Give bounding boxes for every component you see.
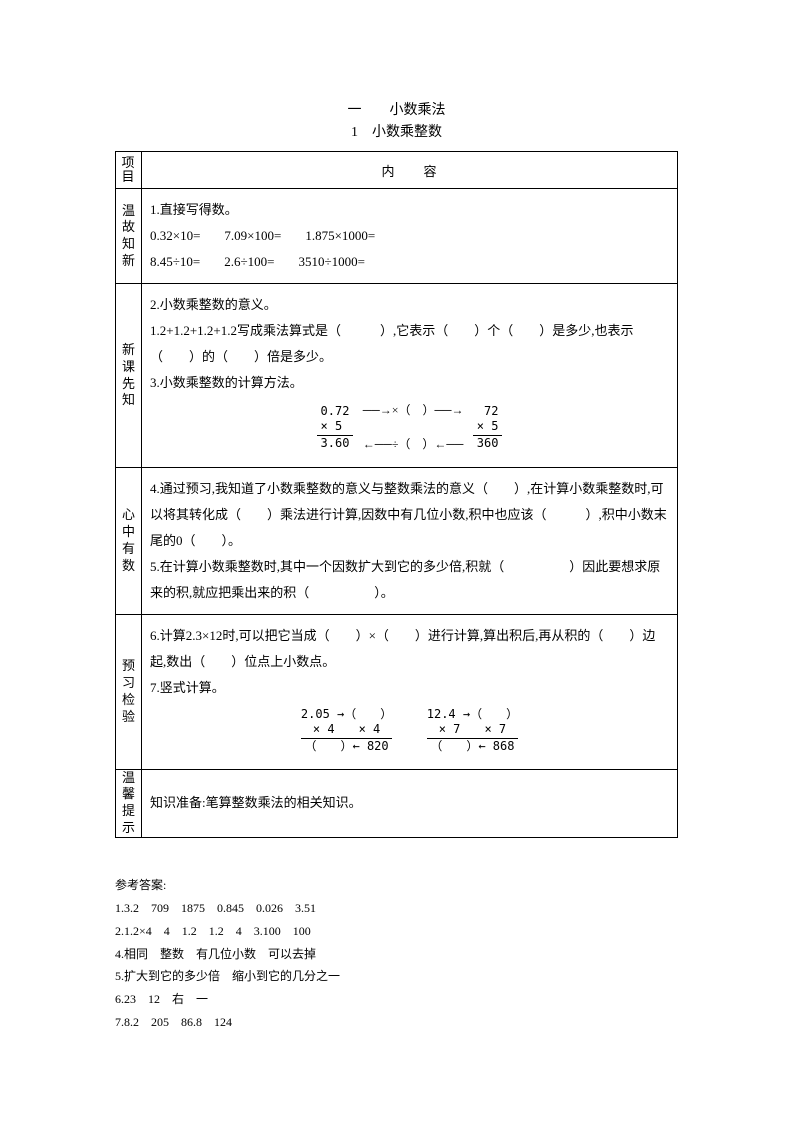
table-header-row: 项 目 内 容 (116, 151, 678, 189)
q3-title: 3.小数乘整数的计算方法。 (150, 370, 669, 396)
q3-diagram: 0.72 × 5 3.60 ──→×（ ）──→ ←──÷（ ）←── 72 ×… (150, 402, 669, 452)
content-tip: 知识准备:笔算整数乘法的相关知识。 (142, 769, 678, 838)
q2-title: 2.小数乘整数的意义。 (150, 292, 669, 318)
diag-right: 72 × 5 360 (473, 404, 503, 452)
q2-text: 1.2+1.2+1.2+1.2写成乘法算式是（ ）,它表示（ ）个（ ）是多少,… (150, 318, 669, 370)
answer-line: 5.扩大到它的多少倍 缩小到它的几分之一 (115, 965, 678, 988)
content-review: 1.直接写得数。 0.32×10= 7.09×100= 1.875×1000= … (142, 189, 678, 284)
q7-title: 7.竖式计算。 (150, 675, 669, 701)
label-mind: 心中有数 (116, 467, 142, 614)
answer-line: 6.23 12 右 一 (115, 988, 678, 1011)
q4-text: 4.通过预习,我知道了小数乘整数的意义与整数乘法的意义（ ）,在计算小数乘整数时… (150, 476, 669, 554)
diag-q7a: 2.05 →（ ） × 4 × 4 （ ）← 820 (301, 707, 392, 755)
eq: 0.32×10= (150, 223, 200, 249)
content-mind: 4.通过预习,我知道了小数乘整数的意义与整数乘法的意义（ ）,在计算小数乘整数时… (142, 467, 678, 614)
eq: 3510÷1000= (298, 249, 364, 275)
row-review: 温故知新 1.直接写得数。 0.32×10= 7.09×100= 1.875×1… (116, 189, 678, 284)
row-check: 预习检验 6.计算2.3×12时,可以把它当成（ ）×（ ）进行计算,算出积后,… (116, 614, 678, 769)
answer-line: 1.3.2 709 1875 0.845 0.026 3.51 (115, 897, 678, 920)
content-preview: 2.小数乘整数的意义。 1.2+1.2+1.2+1.2写成乘法算式是（ ）,它表… (142, 284, 678, 467)
label-tip: 温馨提示 (116, 769, 142, 838)
header-col-project: 项 目 (116, 151, 142, 189)
answers-title: 参考答案: (115, 874, 678, 897)
q6-text: 6.计算2.3×12时,可以把它当成（ ）×（ ）进行计算,算出积后,再从积的（… (150, 623, 669, 675)
answer-line: 2.1.2×4 4 1.2 1.2 4 3.100 100 (115, 920, 678, 943)
q5-text: 5.在计算小数乘整数时,其中一个因数扩大到它的多少倍,积就（ ）因此要想求原来的… (150, 554, 669, 606)
answer-line: 7.8.2 205 86.8 124 (115, 1011, 678, 1034)
answers-section: 参考答案: 1.3.2 709 1875 0.845 0.026 3.51 2.… (115, 874, 678, 1034)
header-col-content: 内 容 (142, 151, 678, 189)
q1-eqs-row1: 0.32×10= 7.09×100= 1.875×1000= (150, 223, 669, 249)
worksheet-table: 项 目 内 容 温故知新 1.直接写得数。 0.32×10= 7.09×100=… (115, 151, 678, 838)
row-mind: 心中有数 4.通过预习,我知道了小数乘整数的意义与整数乘法的意义（ ）,在计算小… (116, 467, 678, 614)
answer-line: 4.相同 整数 有几位小数 可以去掉 (115, 943, 678, 966)
chapter-title: 一 小数乘法 (115, 100, 678, 122)
diag-left: 0.72 × 5 3.60 (317, 404, 354, 452)
eq: 8.45÷10= (150, 249, 200, 275)
row-tip: 温馨提示 知识准备:笔算整数乘法的相关知识。 (116, 769, 678, 838)
content-check: 6.计算2.3×12时,可以把它当成（ ）×（ ）进行计算,算出积后,再从积的（… (142, 614, 678, 769)
section-title: 1 小数乘整数 (115, 122, 678, 144)
eq: 2.6÷100= (224, 249, 274, 275)
label-check: 预习检验 (116, 614, 142, 769)
q1-title: 1.直接写得数。 (150, 197, 669, 223)
diag-q7b: 12.4 →（ ） × 7 × 7 （ ）← 868 (427, 707, 518, 755)
q7-diagrams: 2.05 →（ ） × 4 × 4 （ ）← 820 12.4 →（ ） × 7… (150, 707, 669, 755)
eq: 1.875×1000= (305, 223, 375, 249)
eq: 7.09×100= (224, 223, 281, 249)
label-preview: 新课先知 (116, 284, 142, 467)
q1-eqs-row2: 8.45÷10= 2.6÷100= 3510÷1000= (150, 249, 669, 275)
row-preview: 新课先知 2.小数乘整数的意义。 1.2+1.2+1.2+1.2写成乘法算式是（… (116, 284, 678, 467)
label-review: 温故知新 (116, 189, 142, 284)
tip-text: 知识准备:笔算整数乘法的相关知识。 (150, 790, 669, 816)
diag-arrows: ──→×（ ）──→ ←──÷（ ）←── (363, 402, 464, 452)
